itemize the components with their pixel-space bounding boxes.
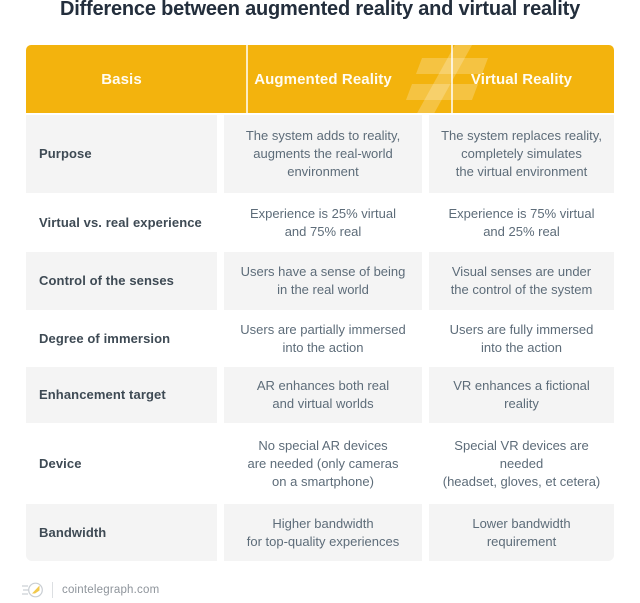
row-vr-value: VR enhances a fictional reality (429, 367, 614, 423)
row-vr-value: Users are fully immersed into the action (429, 312, 614, 365)
row-basis-label: Virtual vs. real experience (26, 195, 217, 250)
row-vr-value: Visual senses are under the control of t… (429, 252, 614, 310)
row-vr-value: The system replaces reality, completely … (429, 115, 614, 193)
row-ar-value: Higher bandwidth for top-quality experie… (224, 504, 422, 561)
header-grid: Basis Augmented Reality Virtual Reality (26, 45, 614, 113)
row-basis-label: Bandwidth (26, 504, 217, 561)
row-basis-label: Degree of immersion (26, 312, 217, 365)
row-basis-label: Control of the senses (26, 252, 217, 310)
footer-divider (52, 582, 53, 598)
row-ar-value: AR enhances both real and virtual worlds (224, 367, 422, 423)
header-column-divider (451, 45, 453, 113)
row-ar-value: Users are partially immersed into the ac… (224, 312, 422, 365)
footer: cointelegraph.com (22, 581, 159, 599)
column-header-augmented-reality: Augmented Reality (254, 70, 392, 88)
row-basis-label: Enhancement target (26, 367, 217, 423)
table-row-device: Device No special AR devices are needed … (26, 425, 614, 502)
row-basis-label: Device (26, 425, 217, 502)
column-header-virtual-reality: Virtual Reality (470, 70, 573, 88)
table-row-control-of-senses: Control of the senses Users have a sense… (26, 252, 614, 310)
row-vr-value: Experience is 75% virtual and 25% real (429, 195, 614, 250)
header-column-divider (246, 45, 248, 113)
page-title: Difference between augmented reality and… (59, 0, 581, 20)
row-basis-label: Purpose (26, 115, 217, 193)
table-row-virtual-vs-real: Virtual vs. real experience Experience i… (26, 195, 614, 250)
row-ar-value: Users have a sense of being in the real … (224, 252, 422, 310)
row-vr-value: Lower bandwidth requirement (429, 504, 614, 561)
not-equal-icon (406, 45, 488, 113)
cointelegraph-logo-icon (22, 582, 43, 598)
table-header-row: Basis Augmented Reality Virtual Reality (26, 45, 614, 113)
table-row-purpose: Purpose The system adds to reality, augm… (26, 115, 614, 193)
comparison-table: Basis Augmented Reality Virtual Reality … (26, 45, 614, 561)
row-ar-value: Experience is 25% virtual and 75% real (224, 195, 422, 250)
row-vr-value: Special VR devices are needed (headset, … (429, 425, 614, 502)
column-header-basis: Basis (101, 70, 142, 88)
table-row-bandwidth: Bandwidth Higher bandwidth for top-quali… (26, 504, 614, 561)
row-ar-value: The system adds to reality, augments the… (224, 115, 422, 193)
table-row-enhancement-target: Enhancement target AR enhances both real… (26, 367, 614, 423)
table-row-degree-of-immersion: Degree of immersion Users are partially … (26, 312, 614, 365)
row-ar-value: No special AR devices are needed (only c… (224, 425, 422, 502)
footer-site-label: cointelegraph.com (62, 584, 160, 596)
